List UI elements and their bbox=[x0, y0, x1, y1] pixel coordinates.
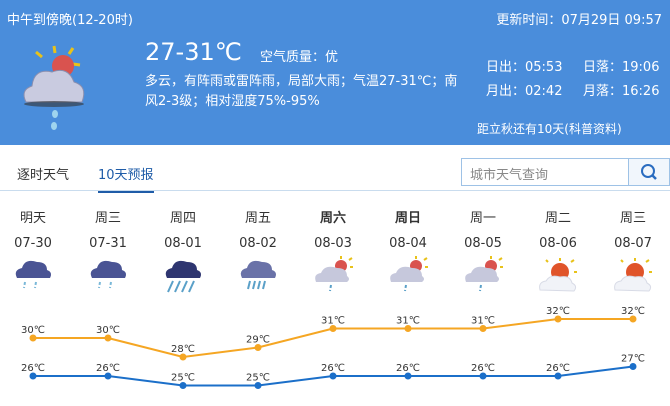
forecast-date: 08-07 bbox=[614, 236, 652, 251]
high-temp-point bbox=[329, 325, 337, 332]
current-weather-panel: 中午到傍晚(12-20时) 更新时间：07月29日 09:57 27-31℃ 空… bbox=[0, 0, 670, 145]
low-temp-point bbox=[329, 372, 337, 380]
forecast-day: 周五 bbox=[244, 211, 271, 226]
high-temp-point bbox=[104, 334, 112, 342]
search-button[interactable] bbox=[629, 158, 670, 186]
high-temp-label: 31℃ bbox=[396, 316, 420, 327]
low-temp-label: 26℃ bbox=[546, 363, 570, 374]
high-temp-label: 32℃ bbox=[621, 306, 645, 317]
update-time: 更新时间：07月29日 09:57 bbox=[496, 13, 662, 28]
high-temp-point bbox=[554, 315, 562, 323]
sunset: 日落：19:06 bbox=[583, 60, 660, 75]
forecast-day: 明天 bbox=[19, 211, 46, 226]
sunrise: 日出：05:53 bbox=[486, 60, 563, 75]
moonset: 月落：16:26 bbox=[583, 84, 660, 99]
low-temp-label: 27℃ bbox=[621, 354, 645, 365]
moderate-rain-icon bbox=[240, 260, 276, 290]
tab-hourly[interactable]: 逐时天气 bbox=[17, 168, 70, 183]
cloudy-sun-rain-icon bbox=[23, 45, 85, 130]
forecast-date: 08-04 bbox=[389, 236, 427, 251]
forecast-day: 周三 bbox=[619, 211, 646, 226]
heavy-rain-icon bbox=[165, 260, 201, 293]
forecast-date: 08-01 bbox=[164, 236, 202, 251]
forecast-date: 07-31 bbox=[89, 236, 127, 251]
forecast-day: 周一 bbox=[469, 211, 496, 226]
rain-icon bbox=[90, 260, 126, 289]
high-temp-label: 31℃ bbox=[471, 316, 495, 327]
high-temp-label: 30℃ bbox=[96, 325, 120, 336]
low-temp-point bbox=[179, 382, 187, 389]
high-temp-label: 29℃ bbox=[246, 335, 270, 346]
forecast-date: 08-05 bbox=[464, 236, 502, 251]
high-temp-label: 32℃ bbox=[546, 306, 570, 317]
tab-10-day[interactable]: 10天预报 bbox=[98, 164, 154, 193]
forecast-date: 08-03 bbox=[314, 236, 352, 251]
low-temp-label: 25℃ bbox=[171, 373, 195, 384]
rain-icon bbox=[15, 260, 52, 289]
low-temp-point bbox=[104, 372, 112, 380]
forecast-date: 07-30 bbox=[14, 236, 52, 251]
forecast-date: 08-02 bbox=[239, 236, 277, 251]
high-temp-label: 31℃ bbox=[321, 316, 345, 327]
forecast-day: 周四 bbox=[169, 211, 196, 226]
forecast-day: 周日 bbox=[394, 211, 421, 226]
low-temp-label: 26℃ bbox=[96, 363, 120, 374]
low-temp-point bbox=[479, 372, 487, 380]
low-temp-point bbox=[629, 363, 637, 370]
forecast-date: 08-06 bbox=[539, 236, 577, 251]
weather-description-line2: 风2-3级；相对湿度75%-95% bbox=[145, 94, 320, 109]
low-temp-label: 26℃ bbox=[321, 363, 345, 374]
forecast-day: 周二 bbox=[544, 211, 571, 226]
high-temp-point bbox=[179, 353, 187, 361]
moonrise: 月出：02:42 bbox=[486, 84, 563, 99]
cloudy-sun-shower-icon bbox=[465, 256, 503, 292]
search-icon bbox=[641, 164, 657, 180]
high-temp-label: 28℃ bbox=[171, 344, 195, 355]
high-temp-label: 30℃ bbox=[21, 325, 45, 336]
cloudy-sun-shower-icon bbox=[315, 256, 353, 292]
low-temp-label: 26℃ bbox=[21, 363, 45, 374]
low-temp-label: 26℃ bbox=[396, 363, 420, 374]
period-label: 中午到傍晚(12-20时) bbox=[7, 13, 133, 28]
high-temp-point bbox=[479, 325, 487, 332]
low-temp-label: 25℃ bbox=[246, 373, 270, 384]
forecast-day: 周三 bbox=[94, 211, 121, 226]
solar-term-link[interactable]: 距立秋还有10天(科普资料) bbox=[477, 122, 622, 136]
forecast-tabs: 逐时天气 10天预报 bbox=[0, 150, 670, 193]
high-temp-point bbox=[29, 334, 37, 342]
temperature-range: 27-31℃ bbox=[145, 38, 242, 66]
low-temp-point bbox=[554, 372, 562, 380]
partly-cloudy-icon bbox=[539, 258, 577, 292]
low-temp-point bbox=[254, 382, 262, 389]
low-temp-point bbox=[404, 372, 412, 380]
high-temp-point bbox=[629, 315, 637, 323]
weather-description-line1: 多云，有阵雨或雷阵雨，局部大雨；气温27-31℃；南 bbox=[145, 74, 458, 89]
city-search-input[interactable]: 城市天气查询 bbox=[461, 158, 629, 186]
high-temp-point bbox=[254, 344, 262, 351]
cloudy-sun-shower-icon bbox=[390, 256, 428, 292]
air-quality: 空气质量：优 bbox=[260, 50, 339, 65]
forecast-day: 周六 bbox=[319, 211, 346, 226]
low-temp-label: 26℃ bbox=[471, 363, 495, 374]
partly-cloudy-icon bbox=[614, 258, 652, 292]
high-temp-point bbox=[404, 325, 412, 332]
low-temp-point bbox=[29, 372, 37, 380]
